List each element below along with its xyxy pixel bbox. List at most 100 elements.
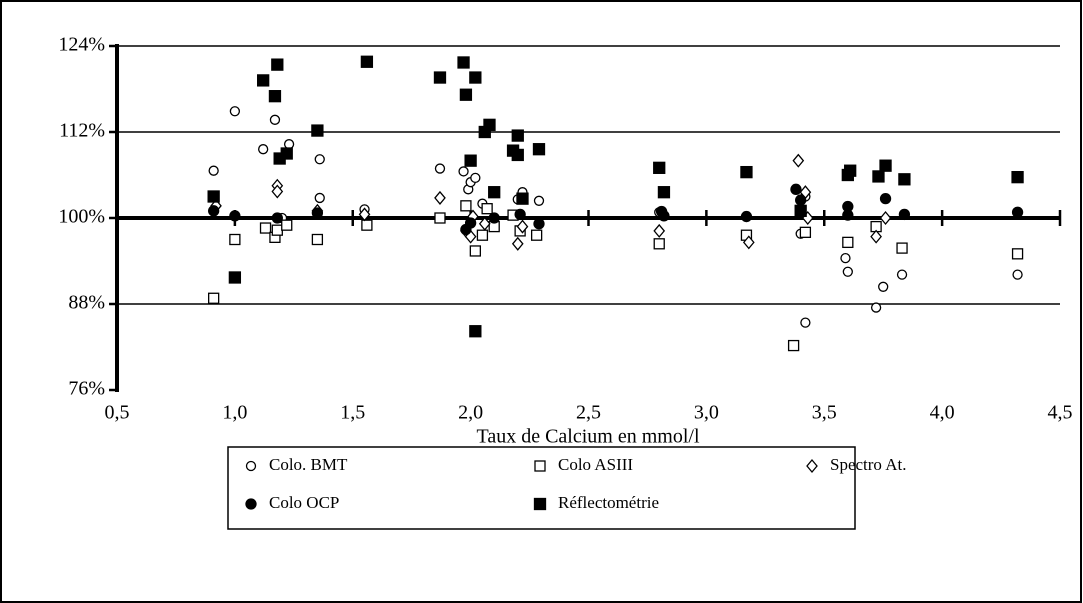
- x-tick-label: 3,5: [812, 402, 837, 424]
- y-tick-label: 76%: [68, 378, 105, 400]
- point: [470, 172, 481, 184]
- x-tick-label: 3,0: [694, 402, 719, 424]
- point: [878, 281, 889, 292]
- point: [280, 147, 293, 160]
- point: [229, 210, 241, 222]
- point: [532, 143, 546, 156]
- point: [476, 229, 489, 241]
- legend-label: Colo. BMT: [269, 455, 348, 474]
- point: [314, 154, 325, 165]
- x-tick-label: 4,0: [930, 402, 955, 424]
- x-tick-label: 1,5: [340, 402, 365, 424]
- point: [795, 194, 807, 206]
- point: [800, 317, 811, 328]
- point: [516, 219, 529, 234]
- point: [358, 207, 371, 222]
- point: [787, 339, 800, 352]
- point: [258, 144, 269, 155]
- point: [360, 55, 374, 68]
- point: [434, 163, 446, 174]
- point: [842, 236, 854, 249]
- point: [879, 210, 892, 226]
- point: [434, 190, 446, 205]
- point: [268, 90, 282, 103]
- point: [271, 224, 283, 236]
- point: [658, 210, 670, 222]
- point: [799, 226, 812, 238]
- legend-marker: [534, 460, 546, 472]
- point: [283, 139, 295, 150]
- point: [740, 210, 753, 223]
- point: [896, 269, 908, 280]
- point: [259, 222, 272, 234]
- point: [464, 217, 477, 229]
- x-axis-label: Taux de Calcium en mmol/l: [477, 426, 700, 448]
- point: [257, 74, 270, 87]
- legend-label: Réflectométrie: [558, 493, 659, 512]
- point: [434, 212, 446, 224]
- point: [1011, 170, 1024, 184]
- point: [271, 212, 283, 224]
- legend-marker: [806, 458, 818, 474]
- point: [488, 212, 500, 224]
- point: [844, 164, 857, 177]
- point: [653, 238, 665, 250]
- point: [870, 229, 882, 244]
- point: [469, 325, 482, 338]
- x-tick-label: 2,5: [576, 402, 601, 424]
- point: [311, 233, 324, 246]
- point: [898, 208, 911, 221]
- point: [208, 205, 220, 217]
- y-tick-label: 88%: [68, 292, 105, 314]
- point: [742, 235, 755, 250]
- point: [229, 233, 241, 246]
- point: [311, 124, 324, 137]
- point: [840, 252, 851, 264]
- point: [792, 153, 805, 168]
- point: [896, 242, 908, 254]
- point: [469, 71, 482, 84]
- point: [794, 204, 807, 217]
- point: [271, 184, 284, 199]
- point: [879, 159, 892, 172]
- point: [457, 56, 470, 69]
- point: [898, 173, 911, 186]
- legend-label: Spectro At.: [830, 455, 907, 474]
- point: [657, 186, 671, 199]
- point: [208, 165, 219, 176]
- legend-marker: [533, 497, 547, 511]
- point: [879, 192, 892, 205]
- point: [1011, 206, 1024, 218]
- point: [530, 229, 543, 241]
- point: [533, 218, 545, 230]
- point: [207, 190, 220, 203]
- point: [514, 208, 526, 221]
- point: [361, 219, 373, 231]
- point: [653, 161, 666, 174]
- point: [842, 209, 854, 221]
- point: [481, 203, 493, 215]
- point: [478, 216, 491, 231]
- point: [511, 148, 524, 162]
- point: [1012, 269, 1023, 280]
- point: [228, 271, 242, 284]
- legend-label: Colo ASIII: [558, 455, 633, 474]
- point: [653, 223, 666, 238]
- point: [740, 165, 753, 179]
- point: [464, 154, 477, 167]
- x-tick-label: 2,0: [458, 402, 483, 424]
- point: [533, 195, 545, 206]
- point: [488, 186, 501, 199]
- y-tick-label: 112%: [59, 120, 105, 142]
- x-tick-label: 0,5: [105, 402, 130, 424]
- point: [790, 183, 802, 195]
- point: [460, 200, 472, 212]
- point: [314, 192, 325, 204]
- point: [229, 106, 241, 117]
- legend-marker: [245, 460, 257, 472]
- point: [208, 292, 220, 304]
- legend-label: Colo OCP: [269, 493, 339, 512]
- point: [311, 207, 324, 219]
- x-tick-label: 1,0: [222, 402, 247, 424]
